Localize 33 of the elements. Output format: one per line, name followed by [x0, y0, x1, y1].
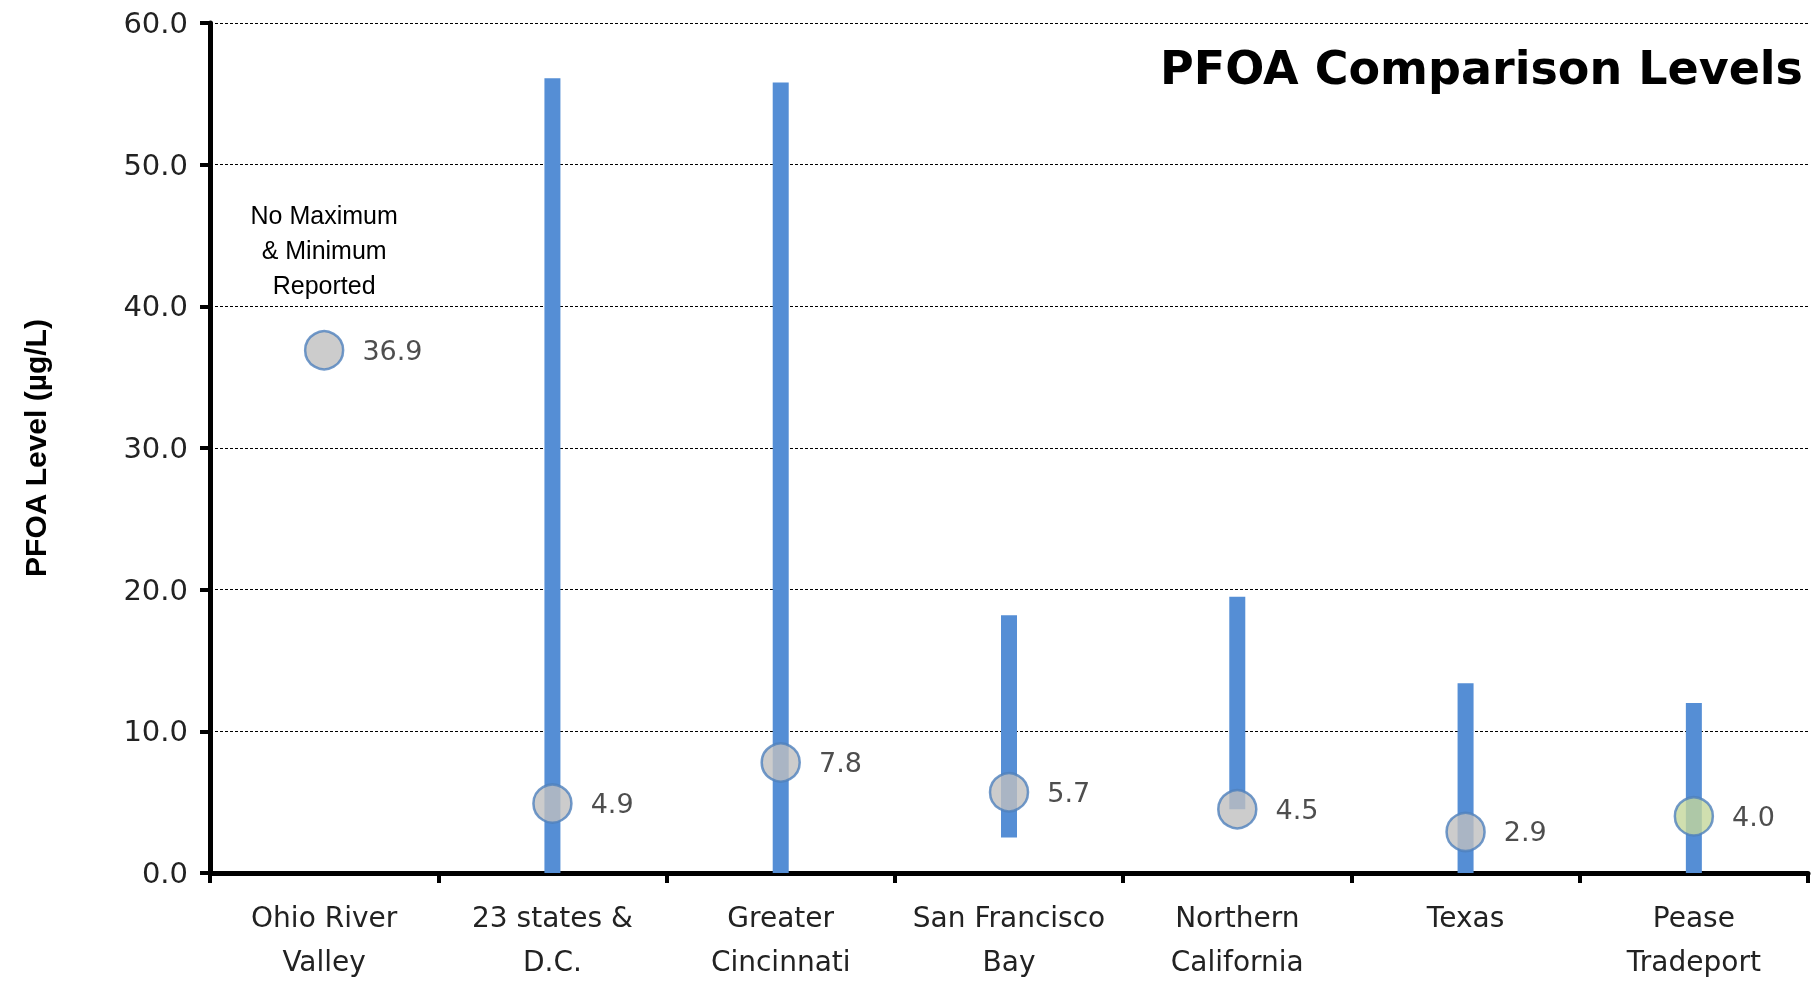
- bar: [772, 82, 789, 873]
- y-tick-label: 40.0: [123, 289, 188, 324]
- chart-title: PFOA Comparison Levels: [1160, 41, 1803, 95]
- y-tick-label: 30.0: [123, 431, 188, 465]
- y-tick-label: 10.0: [123, 714, 188, 749]
- point: [988, 772, 1030, 813]
- point: [1217, 789, 1258, 830]
- point: [760, 742, 801, 783]
- x-tick-label: 23 states & D.C.: [472, 900, 633, 978]
- y-tick-label: 50.0: [123, 147, 188, 182]
- data-label: 7.8: [818, 747, 862, 778]
- x-tick-label: San Francisco Bay: [912, 900, 1106, 978]
- x-tick-label: Pease Tradeport: [1625, 900, 1761, 978]
- x-tick-label: Greater Cincinnati: [710, 900, 851, 978]
- data-label: 4.0: [1732, 800, 1776, 832]
- point: [303, 330, 345, 371]
- y-tick-label: 20.0: [123, 572, 188, 607]
- y-axis-title: PFOA Level (µg/L): [18, 319, 52, 577]
- bar: [544, 78, 561, 873]
- y-tick-label: 0.0: [141, 856, 188, 890]
- point: [1445, 811, 1486, 853]
- annotation: No Maximum & Minimum Reported: [250, 201, 398, 300]
- data-label: 5.7: [1047, 776, 1091, 808]
- point: [532, 783, 573, 824]
- data-label: 4.5: [1275, 793, 1319, 825]
- data-label: 36.9: [362, 334, 423, 366]
- x-tick-label: Ohio River Valley: [251, 900, 398, 978]
- x-tick-label: Texas: [1425, 900, 1505, 934]
- data-label: 2.9: [1503, 816, 1547, 848]
- x-tick-label: Northern California: [1170, 900, 1304, 978]
- data-label: 4.9: [590, 788, 634, 820]
- y-tick-label: 60.0: [123, 6, 188, 40]
- point: [1673, 796, 1715, 837]
